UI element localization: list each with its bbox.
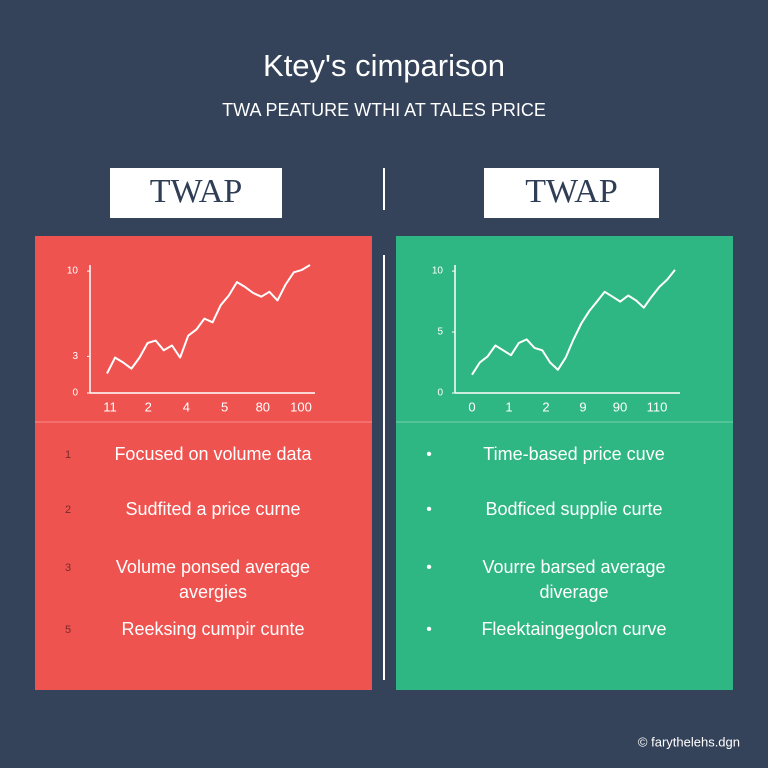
item-marker: • [426, 621, 432, 638]
panel [35, 236, 372, 690]
y-tick-label: 3 [72, 351, 78, 362]
x-tick-label: 100 [290, 399, 312, 414]
price-line [471, 269, 676, 376]
item-marker: 1 [65, 449, 71, 461]
item-text: Time-based price cuve [483, 444, 664, 464]
heading: TWAP [150, 173, 243, 210]
x-tick-label: 110 [647, 399, 668, 414]
y-tick-label: 5 [437, 327, 443, 338]
panel [396, 236, 733, 690]
item-text: diverage [539, 582, 608, 602]
heading-box [484, 168, 659, 218]
y-tick-label: 0 [437, 388, 443, 399]
item-text: Reeksing cumpir cunte [121, 619, 304, 639]
x-tick-label: 1 [505, 399, 512, 414]
heading: TWAP [525, 173, 618, 210]
x-tick-label: 80 [256, 399, 270, 414]
x-tick-label: 4 [183, 399, 190, 414]
item-text: Sudfited a price curne [125, 499, 300, 519]
x-tick-label: 0 [468, 399, 475, 414]
x-tick-label: 2 [145, 399, 152, 414]
item-marker: 2 [65, 504, 71, 516]
item-text: avergies [179, 582, 247, 602]
item-text: Focused on volume data [114, 444, 312, 464]
x-tick-label: 5 [221, 399, 228, 414]
x-tick-label: 11 [103, 399, 117, 414]
y-tick-label: 10 [67, 266, 79, 277]
y-tick-label: 0 [72, 388, 78, 399]
item-text: Fleektaingegolcn curve [481, 619, 666, 639]
item-marker: 5 [65, 624, 71, 636]
subtitle: TWA PEATURE WTHI AT TALES PRICE [222, 100, 546, 120]
x-tick-label: 9 [579, 399, 586, 414]
item-text: Vourre barsed average [482, 557, 665, 577]
x-tick-label: 2 [542, 399, 549, 414]
y-tick-label: 10 [432, 266, 444, 277]
x-tick-label: 90 [613, 399, 627, 414]
item-marker: • [426, 501, 432, 518]
price-line [106, 264, 311, 374]
item-marker: 3 [65, 562, 71, 574]
footer: © farythelehs.dgn [638, 734, 740, 749]
item-text: Bodficed supplie curte [485, 499, 662, 519]
item-text: Volume ponsed average [116, 557, 310, 577]
heading-box [110, 168, 282, 218]
item-marker: • [426, 559, 432, 576]
title: Ktey's cimparison [263, 48, 505, 83]
item-marker: • [426, 446, 432, 463]
